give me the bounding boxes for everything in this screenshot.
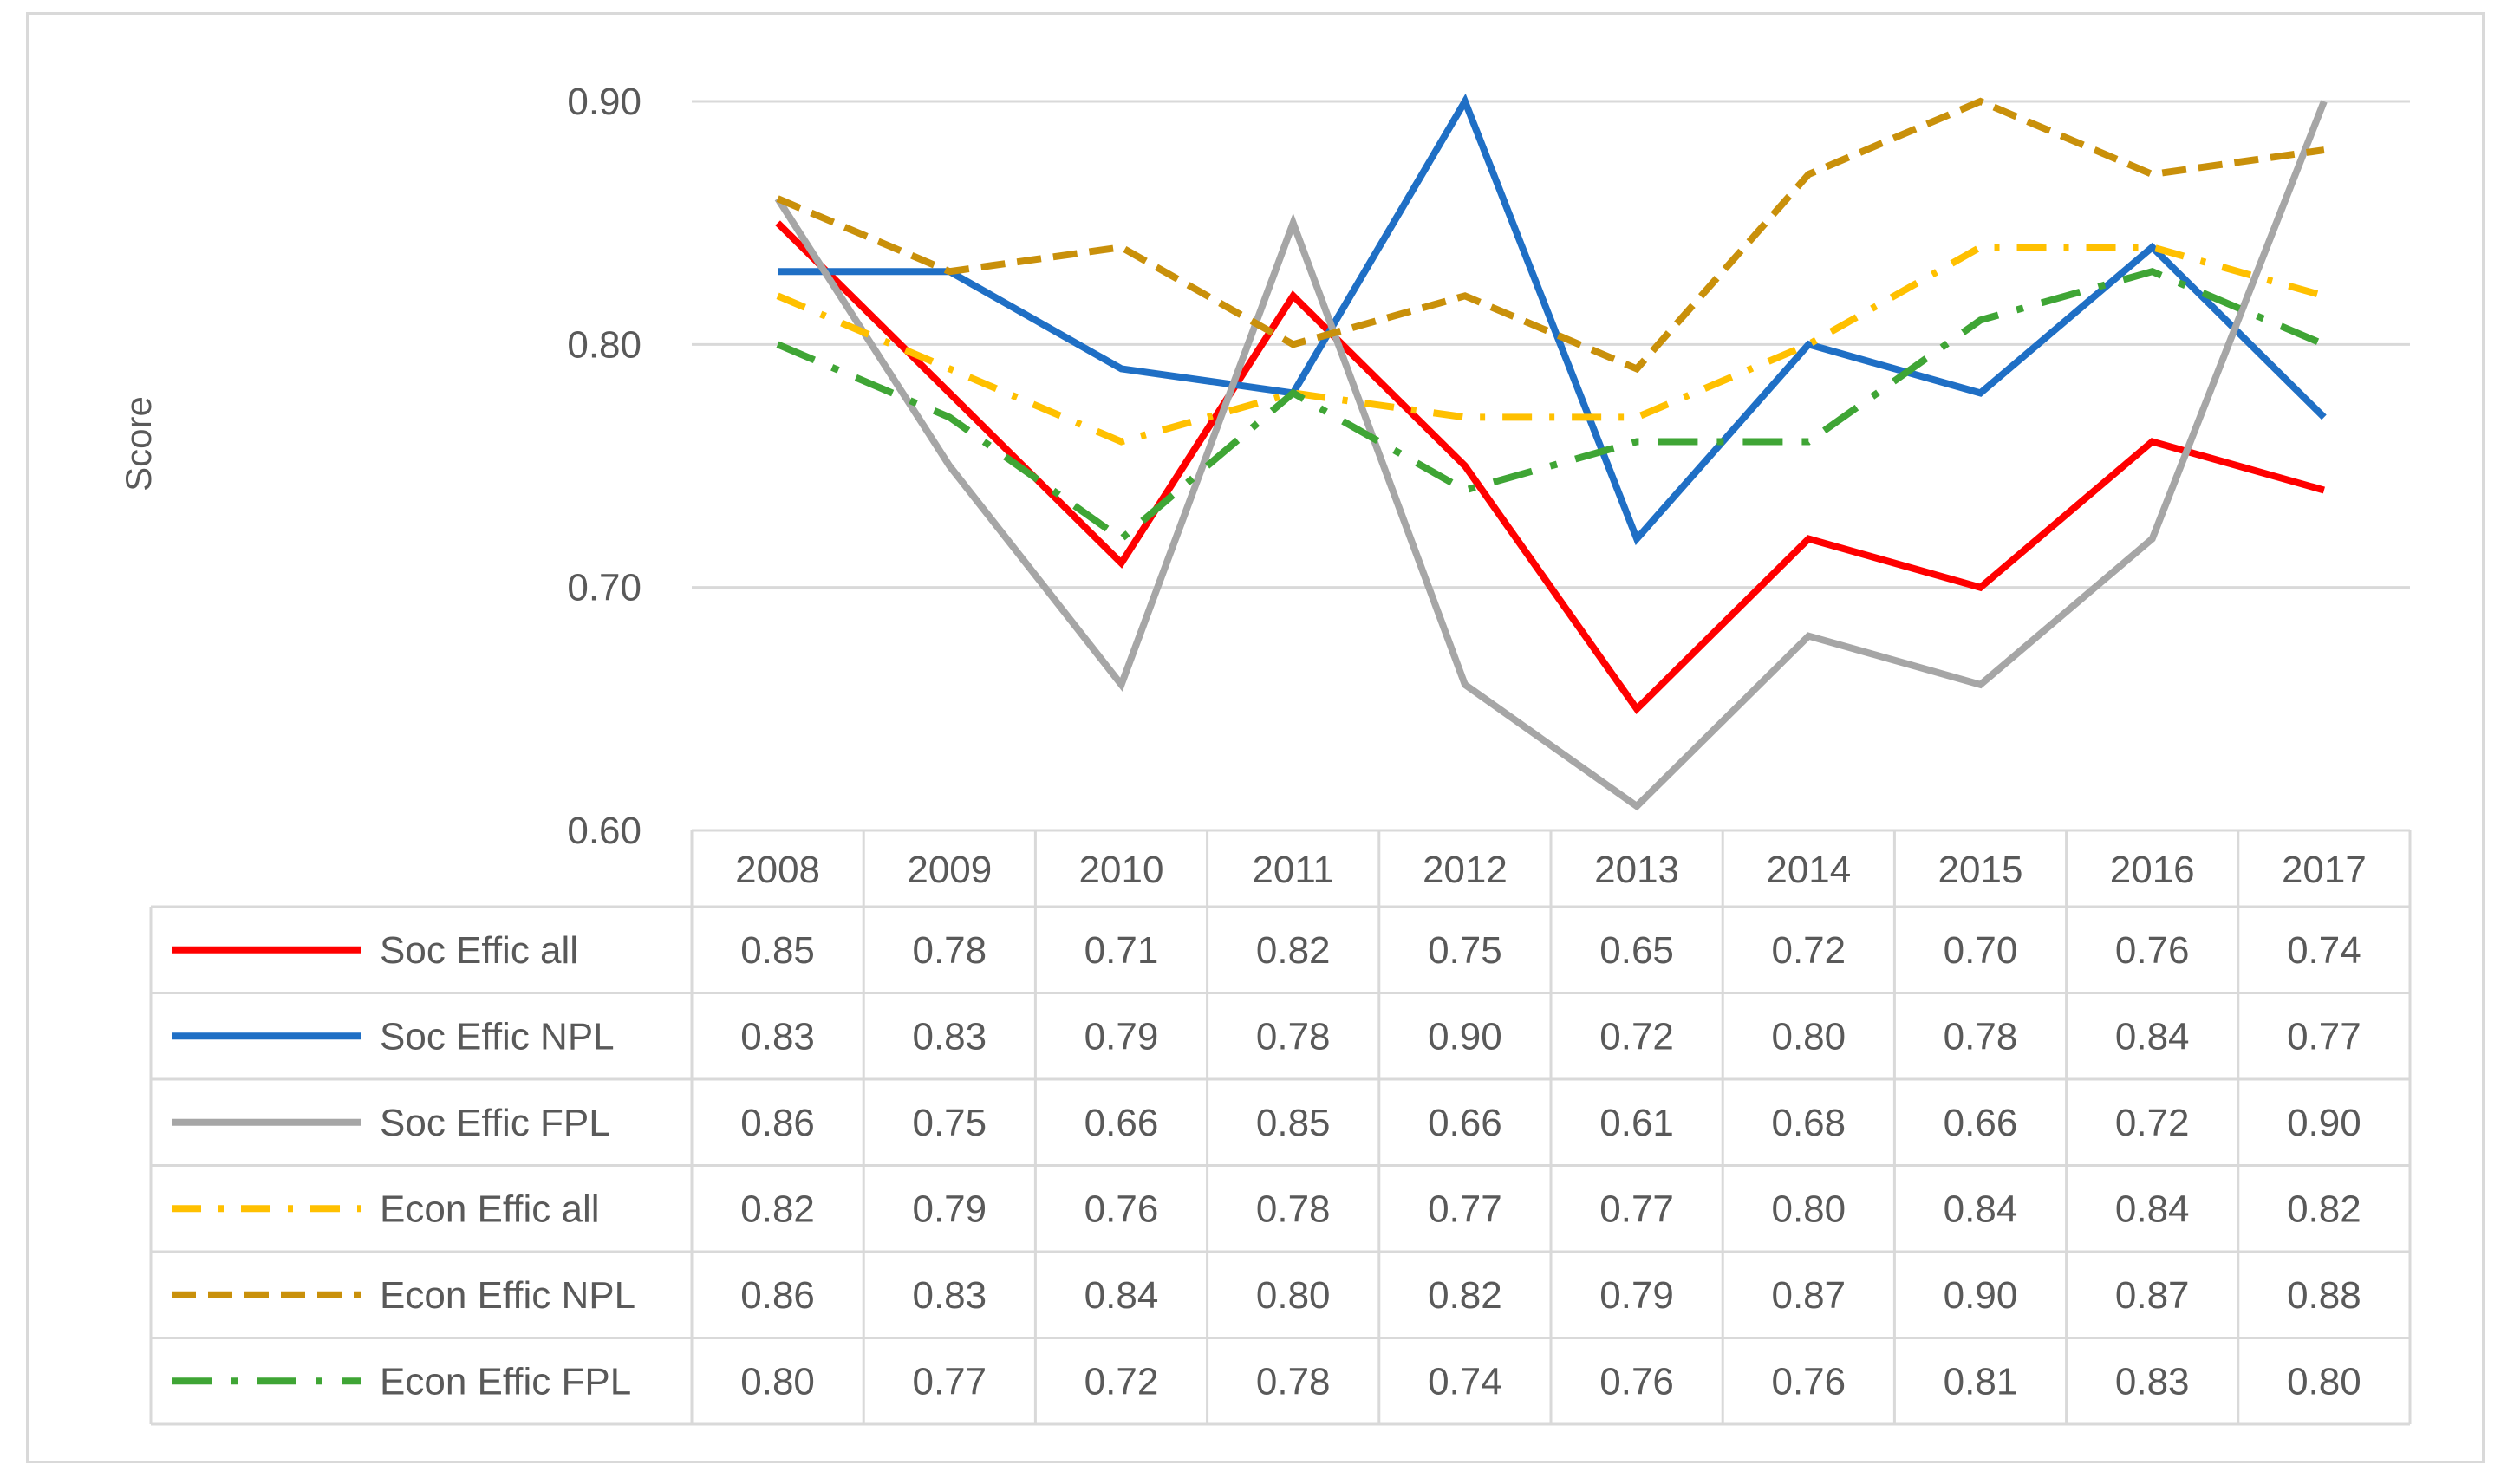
data-cell: 0.77 (1428, 1188, 1502, 1230)
y-tick-label: 0.70 (567, 567, 642, 609)
series-line-econ-effic-npl (776, 97, 2325, 374)
data-cell: 0.71 (1084, 929, 1159, 972)
x-tick-label: 2015 (1938, 849, 2023, 891)
data-cell: 0.76 (1771, 1360, 1846, 1403)
x-tick-label: 2014 (1766, 849, 1851, 891)
data-cell: 0.76 (1599, 1360, 1674, 1403)
data-cell: 0.78 (1256, 1188, 1331, 1230)
gridlines (692, 100, 2410, 589)
data-cell: 0.90 (1944, 1274, 2018, 1317)
data-cell: 0.87 (1771, 1274, 1846, 1317)
data-cell: 0.78 (1256, 1015, 1331, 1058)
data-cell: 0.90 (2287, 1102, 2361, 1144)
x-tick-label: 2010 (1079, 849, 1164, 891)
data-cell: 0.74 (1428, 1360, 1502, 1403)
data-cell: 0.86 (740, 1274, 815, 1317)
y-tick-label: 0.60 (567, 810, 642, 852)
legend-entry: Soc Effic FPL (380, 1102, 610, 1144)
data-cell: 0.82 (740, 1188, 815, 1230)
series-line-econ-effic-all (776, 244, 2325, 446)
data-cell: 0.86 (740, 1102, 815, 1144)
data-cell: 0.68 (1771, 1102, 1846, 1144)
legend-keys (172, 946, 361, 1385)
data-cell: 0.80 (1256, 1274, 1331, 1317)
data-cell: 0.87 (2115, 1274, 2190, 1317)
x-tick-label: 2011 (1252, 849, 1334, 891)
data-table-cells: 2008 2009 2010 2011 2012 2013 2014 2015 2016 2017… (380, 849, 2367, 1403)
x-tick-label: 2013 (1594, 849, 1679, 891)
data-cell: 0.90 (1428, 1015, 1502, 1058)
data-cell: 0.74 (2287, 929, 2361, 972)
data-cell: 0.75 (1428, 929, 1502, 972)
data-cell: 0.80 (740, 1360, 815, 1403)
series-lines (774, 93, 2328, 811)
data-cell: 0.84 (1084, 1274, 1159, 1317)
series-line-soc-effic-fpl (774, 100, 2328, 811)
data-cell: 0.88 (2287, 1274, 2361, 1317)
data-cell: 0.84 (1944, 1188, 2018, 1230)
data-cell: 0.82 (1428, 1274, 1502, 1317)
data-cell: 0.66 (1428, 1102, 1502, 1144)
data-cell: 0.78 (912, 929, 987, 972)
legend-entry: Soc Effic all (380, 929, 578, 972)
data-table (149, 829, 2412, 1426)
legend-entry: Econ Effic FPL (380, 1360, 631, 1403)
data-cell: 0.76 (1084, 1188, 1159, 1230)
data-cell: 0.85 (740, 929, 815, 972)
x-tick-label: 2008 (735, 849, 820, 891)
legend-entry: Soc Effic NPL (380, 1015, 615, 1058)
data-cell: 0.79 (1599, 1274, 1674, 1317)
data-cell: 0.81 (1944, 1360, 2018, 1403)
data-cell: 0.70 (1944, 929, 2018, 972)
y-axis-label: Score (118, 396, 159, 491)
data-cell: 0.83 (912, 1274, 987, 1317)
data-cell: 0.84 (2115, 1188, 2190, 1230)
data-cell: 0.61 (1599, 1102, 1674, 1144)
data-cell: 0.82 (1256, 929, 1331, 972)
series-line-econ-effic-fpl (776, 267, 2326, 543)
data-cell: 0.66 (1944, 1102, 2018, 1144)
data-cell: 0.85 (1256, 1102, 1331, 1144)
data-cell: 0.79 (912, 1188, 987, 1230)
data-cell: 0.80 (2287, 1360, 2361, 1403)
x-tick-label: 2017 (2282, 849, 2367, 891)
data-cell: 0.80 (1771, 1015, 1846, 1058)
data-cell: 0.75 (912, 1102, 987, 1144)
data-cell: 0.72 (1771, 929, 1846, 972)
data-cell: 0.77 (1599, 1188, 1674, 1230)
data-cell: 0.72 (1599, 1015, 1674, 1058)
x-tick-label: 2009 (907, 849, 992, 891)
data-cell: 0.84 (2115, 1015, 2190, 1058)
data-cell: 0.82 (2287, 1188, 2361, 1230)
y-tick-label: 0.80 (567, 323, 642, 366)
data-cell: 0.79 (1084, 1015, 1159, 1058)
y-axis-ticks: 0.60 0.70 0.80 0.90 (567, 81, 642, 852)
data-cell: 0.66 (1084, 1102, 1159, 1144)
x-tick-label: 2016 (2110, 849, 2195, 891)
data-cell: 0.80 (1771, 1188, 1846, 1230)
chart-frame (26, 12, 2485, 1463)
data-cell: 0.83 (2115, 1360, 2190, 1403)
y-tick-label: 0.90 (567, 81, 642, 123)
data-cell: 0.78 (1256, 1360, 1331, 1403)
x-tick-label: 2012 (1423, 849, 1508, 891)
data-cell: 0.65 (1599, 929, 1674, 972)
data-cell: 0.83 (912, 1015, 987, 1058)
data-cell: 0.78 (1944, 1015, 2018, 1058)
data-cell: 0.83 (740, 1015, 815, 1058)
data-cell: 0.76 (2115, 929, 2190, 972)
data-cell: 0.72 (1084, 1360, 1159, 1403)
legend-entry: Econ Effic NPL (380, 1274, 635, 1317)
legend-entry: Econ Effic all (380, 1188, 600, 1230)
series-line-soc-effic-npl (778, 93, 2327, 546)
data-cell: 0.77 (2287, 1015, 2361, 1058)
data-cell: 0.77 (912, 1360, 987, 1403)
data-cell: 0.72 (2115, 1102, 2190, 1144)
